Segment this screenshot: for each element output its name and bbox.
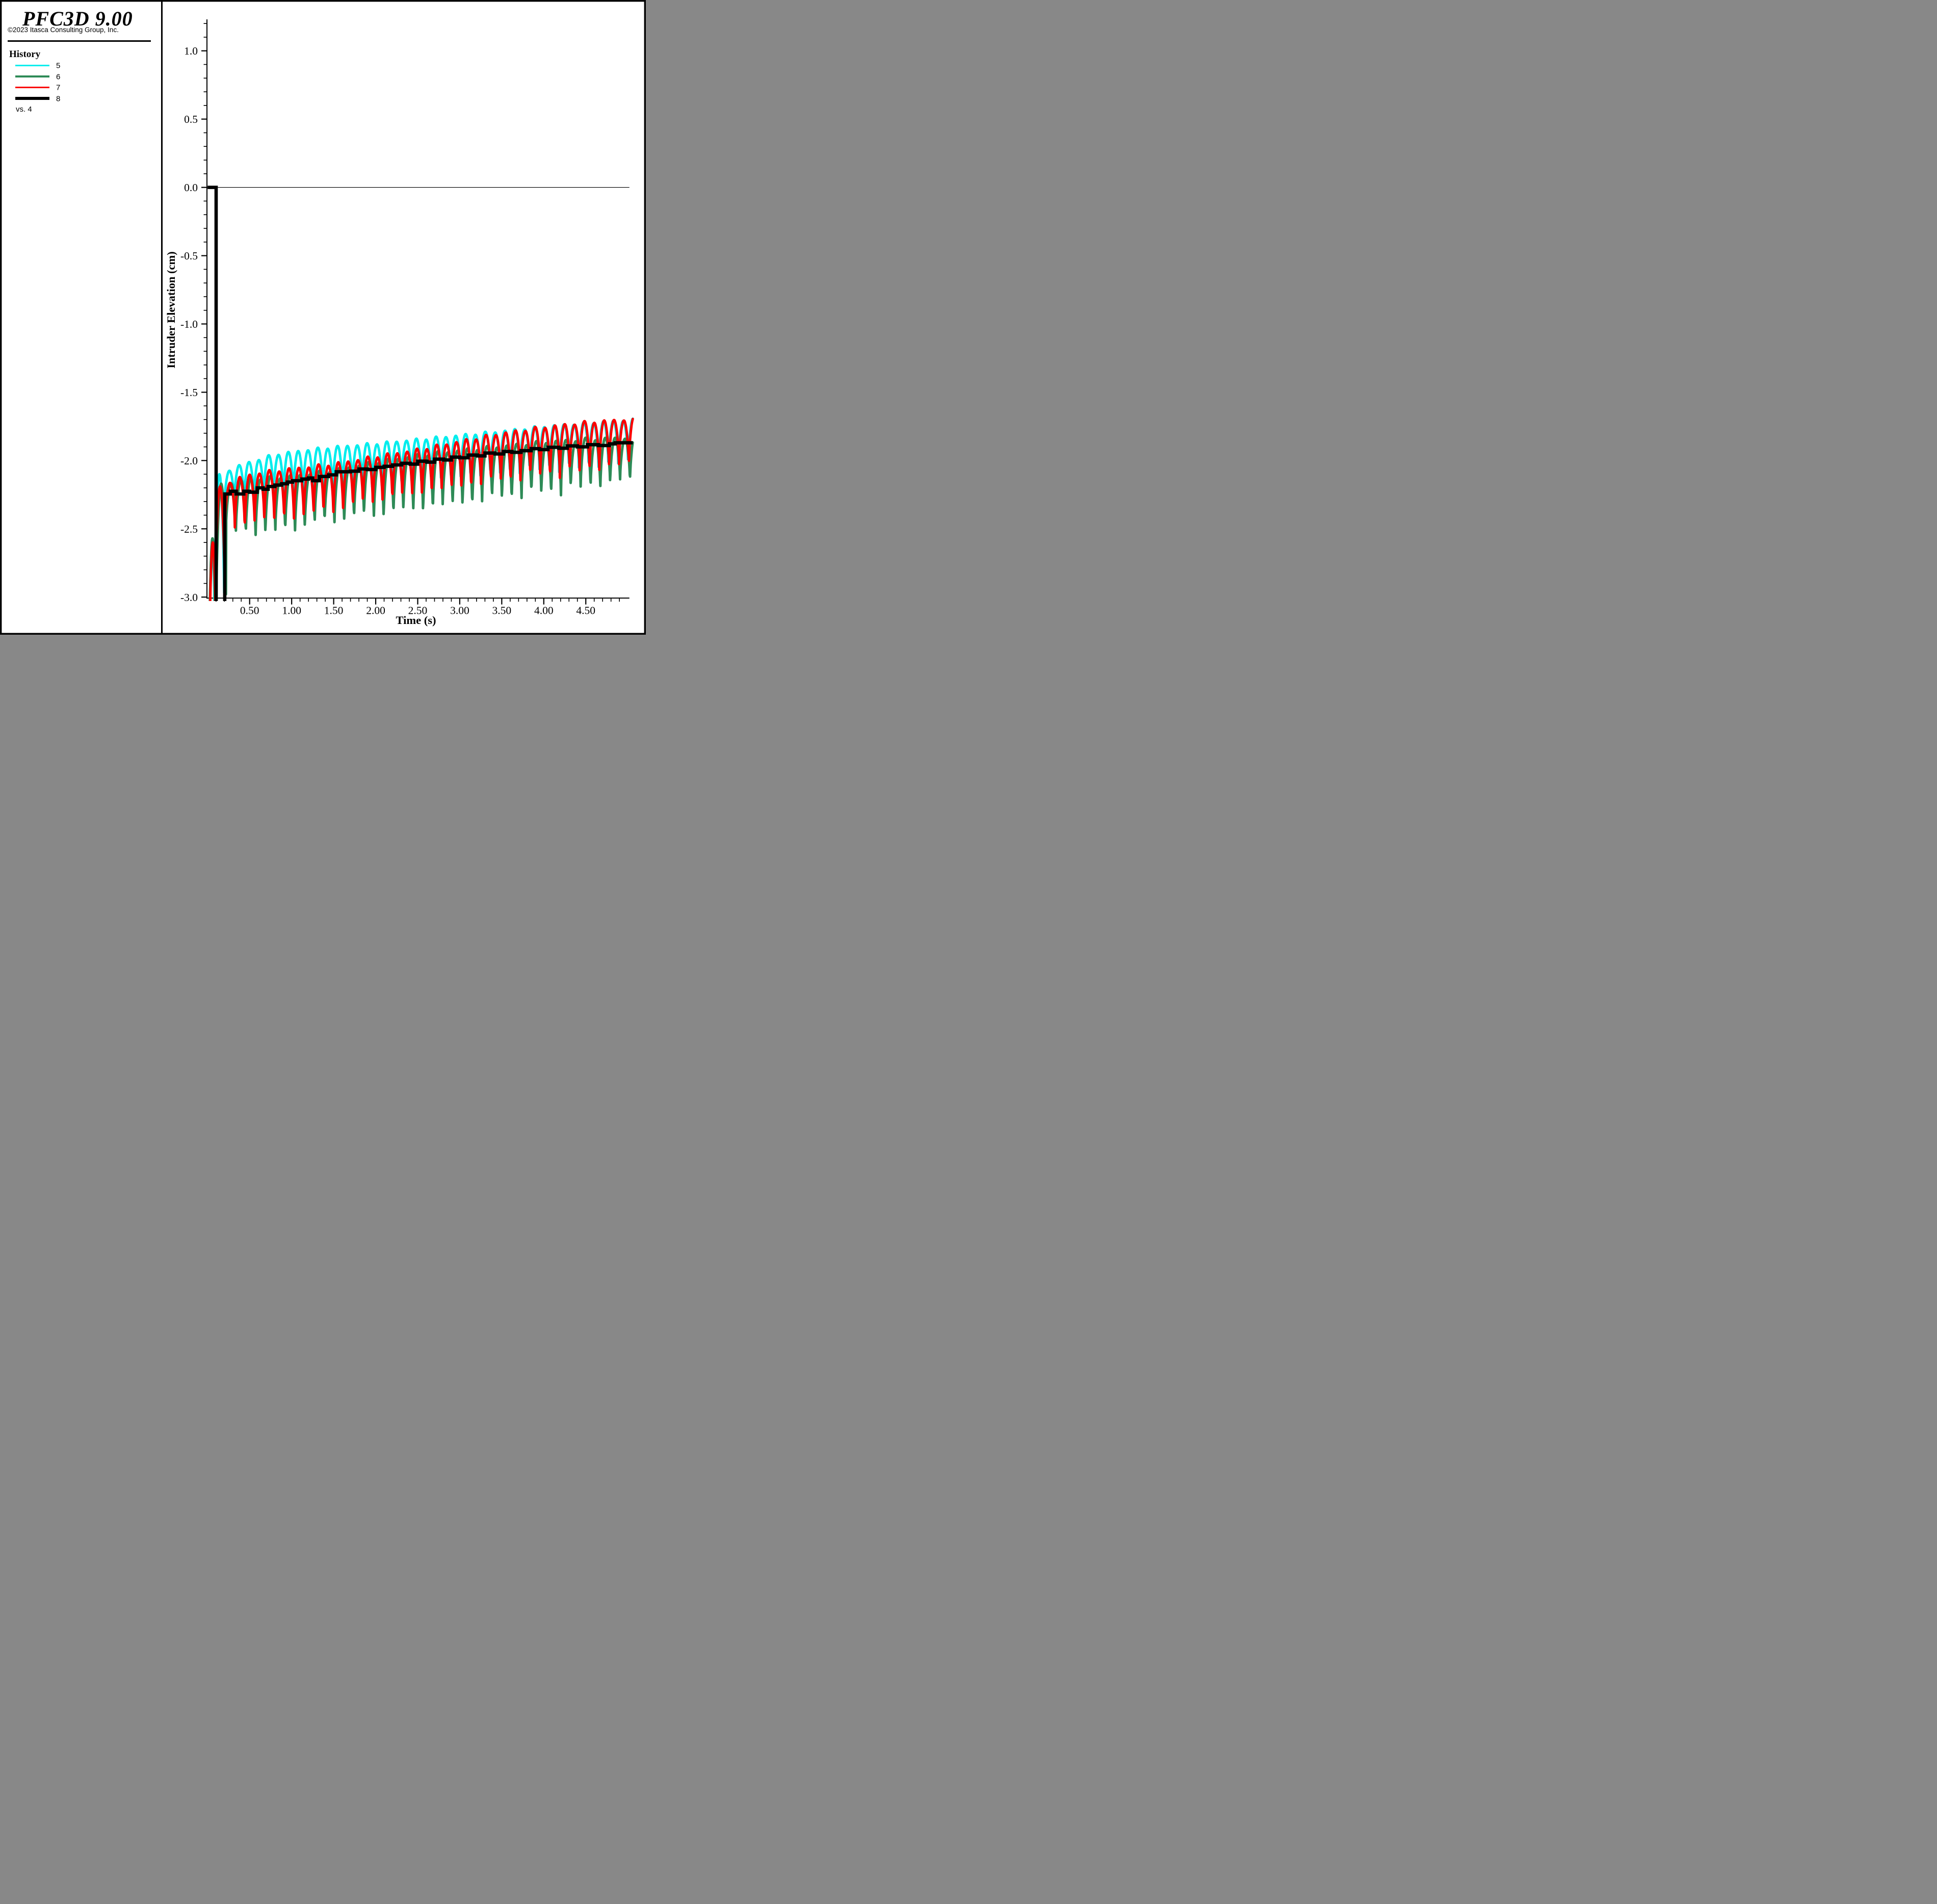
vs-history-label: vs. 4 bbox=[16, 105, 32, 114]
y-tick-label: -1.0 bbox=[180, 318, 198, 330]
copyright-text: ©2023 Itasca Consulting Group, Inc. bbox=[8, 26, 119, 34]
x-tick-label: 4.50 bbox=[576, 604, 595, 616]
legend-label-8: 8 bbox=[56, 94, 61, 103]
legend-label-6: 6 bbox=[56, 72, 61, 81]
x-tick-label: 4.00 bbox=[534, 604, 554, 616]
history-section-label: History bbox=[9, 49, 41, 60]
history-8-curve bbox=[207, 186, 633, 601]
panel-divider-rule bbox=[8, 40, 151, 42]
y-axis-title: Intruder Elevation (cm) bbox=[165, 251, 177, 369]
x-tick-label: 1.50 bbox=[324, 604, 344, 616]
x-tick-label: 1.00 bbox=[282, 604, 301, 616]
legend-label-7: 7 bbox=[56, 83, 61, 92]
pfc3d-plot-window: 1.0 0.5 0.0 -0.5 -1.0 -1.5 -2.0 -2.5 -3.0 0.50 1.0… bbox=[0, 0, 646, 635]
x-tick-label: 3.50 bbox=[492, 604, 512, 616]
chart-canvas: 1.0 0.5 0.0 -0.5 -1.0 -1.5 -2.0 -2.5 -3.0 0.50 1.0… bbox=[0, 0, 646, 635]
history-7-curve bbox=[209, 418, 634, 601]
window-border bbox=[0, 0, 646, 635]
legend-label-5: 5 bbox=[56, 61, 61, 70]
x-tick-label: 2.00 bbox=[366, 604, 385, 616]
y-tick-label: -0.5 bbox=[180, 250, 198, 262]
y-tick-label: -3.0 bbox=[180, 591, 198, 604]
y-tick-label: 0.5 bbox=[184, 113, 198, 125]
y-tick-label: -1.5 bbox=[180, 386, 198, 399]
x-tick-label: 3.00 bbox=[450, 604, 469, 616]
history8-line-swatch bbox=[15, 96, 49, 100]
x-tick-label: 0.50 bbox=[240, 604, 259, 616]
y-tick-label: 1.0 bbox=[184, 45, 198, 57]
history7-line-swatch bbox=[15, 86, 49, 88]
y-tick-label: 0.0 bbox=[184, 181, 198, 194]
y-tick-label: -2.0 bbox=[180, 455, 198, 467]
y-tick-label: -2.5 bbox=[180, 523, 198, 535]
history6-line-swatch bbox=[15, 75, 49, 77]
history5-line-swatch bbox=[15, 64, 49, 66]
x-tick-label: 2.50 bbox=[408, 604, 428, 616]
x-axis-title: Time (s) bbox=[396, 614, 436, 627]
app-title: PFC3D 9.00 bbox=[22, 7, 133, 30]
